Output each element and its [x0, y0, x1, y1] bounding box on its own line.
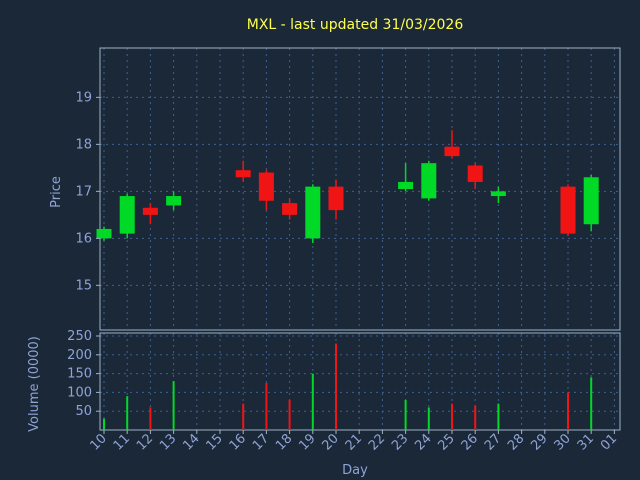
- volume-tick-label: 50: [75, 404, 92, 419]
- x-tick-label: 24: [412, 431, 434, 453]
- candle-body: [398, 181, 414, 189]
- grid-layer: [100, 48, 620, 430]
- candle-body: [282, 203, 298, 215]
- price-tick-label: 19: [75, 90, 92, 105]
- volume-bar: [427, 407, 430, 430]
- x-tick-label: 23: [389, 431, 411, 453]
- volume-bar: [590, 377, 593, 430]
- x-tick-label: 15: [204, 431, 226, 453]
- chart-title: MXL - last updated 31/03/2026: [247, 17, 464, 33]
- x-tick-label: 19: [296, 431, 318, 453]
- x-tick-label: 31: [575, 431, 597, 453]
- x-tick-label: 20: [320, 431, 342, 453]
- x-tick-label: 22: [366, 431, 388, 453]
- volume-bar: [311, 373, 314, 430]
- volume-bar: [335, 343, 337, 430]
- price-tick-label: 17: [75, 184, 92, 199]
- candle-body: [421, 163, 437, 199]
- volume-bar: [103, 418, 105, 430]
- candle-body: [235, 170, 251, 178]
- volume-bar: [451, 403, 453, 430]
- volume-bar: [404, 399, 407, 430]
- price-axis-label: Price: [49, 176, 64, 208]
- volume-bar: [474, 405, 477, 430]
- candle-body: [96, 228, 112, 239]
- candle-body: [258, 172, 274, 201]
- price-panel-frame: [99, 47, 621, 331]
- x-tick-label: 14: [180, 431, 202, 453]
- volume-bar: [497, 403, 500, 430]
- candle-body: [560, 186, 576, 234]
- price-tick-label: 15: [75, 278, 92, 293]
- candle-body: [119, 196, 135, 234]
- volume-panel-frame: [99, 332, 621, 431]
- x-tick-label: 18: [273, 431, 295, 453]
- x-tick-label: 13: [157, 431, 179, 453]
- candle-body: [583, 177, 599, 225]
- volume-tick-label: 250: [67, 329, 92, 344]
- candle-body: [490, 191, 506, 197]
- volume-bar: [288, 399, 291, 430]
- candle-body: [305, 186, 321, 239]
- x-tick-label: 28: [505, 431, 527, 453]
- volume-bar: [126, 396, 129, 430]
- x-tick-label: 25: [436, 431, 458, 453]
- price-tick-label: 16: [75, 231, 92, 246]
- volume-axis-label: Volume (0000): [27, 336, 42, 432]
- x-tick-label: 12: [134, 431, 156, 453]
- candle-body: [467, 165, 483, 182]
- tick-label-layer: 10 11 12 13 14 15 16 17 18 19 20 21 22 23 24 25 26 27 28 29…: [67, 90, 620, 453]
- x-tick-label: 11: [111, 431, 133, 453]
- x-tick-label: 10: [88, 431, 110, 453]
- volume-layer: [103, 343, 593, 430]
- candle-layer: [96, 130, 599, 244]
- candle-body: [142, 207, 158, 215]
- x-tick-label: 01: [598, 431, 620, 453]
- volume-tick-label: 150: [67, 367, 92, 382]
- volume-tick-label: 100: [67, 385, 92, 400]
- price-tick-label: 18: [75, 137, 92, 152]
- x-tick-label: 17: [250, 431, 272, 453]
- frame-layer: [99, 47, 621, 431]
- x-tick-label: 21: [343, 431, 365, 453]
- volume-tick-label: 200: [67, 348, 92, 363]
- volume-bar: [149, 407, 152, 430]
- x-axis-label: Day: [342, 463, 368, 478]
- x-tick-label: 26: [459, 431, 481, 453]
- x-tick-label: 16: [227, 431, 249, 453]
- volume-bar: [567, 392, 569, 430]
- x-tick-label: 27: [482, 431, 504, 453]
- candle-body: [328, 186, 344, 211]
- volume-bar: [242, 403, 245, 430]
- x-tick-label: 29: [528, 431, 550, 453]
- volume-bar: [265, 383, 268, 430]
- volume-bar: [172, 381, 175, 430]
- candle-body: [166, 196, 182, 206]
- x-tick-label: 30: [552, 431, 574, 453]
- candle-body: [444, 146, 460, 157]
